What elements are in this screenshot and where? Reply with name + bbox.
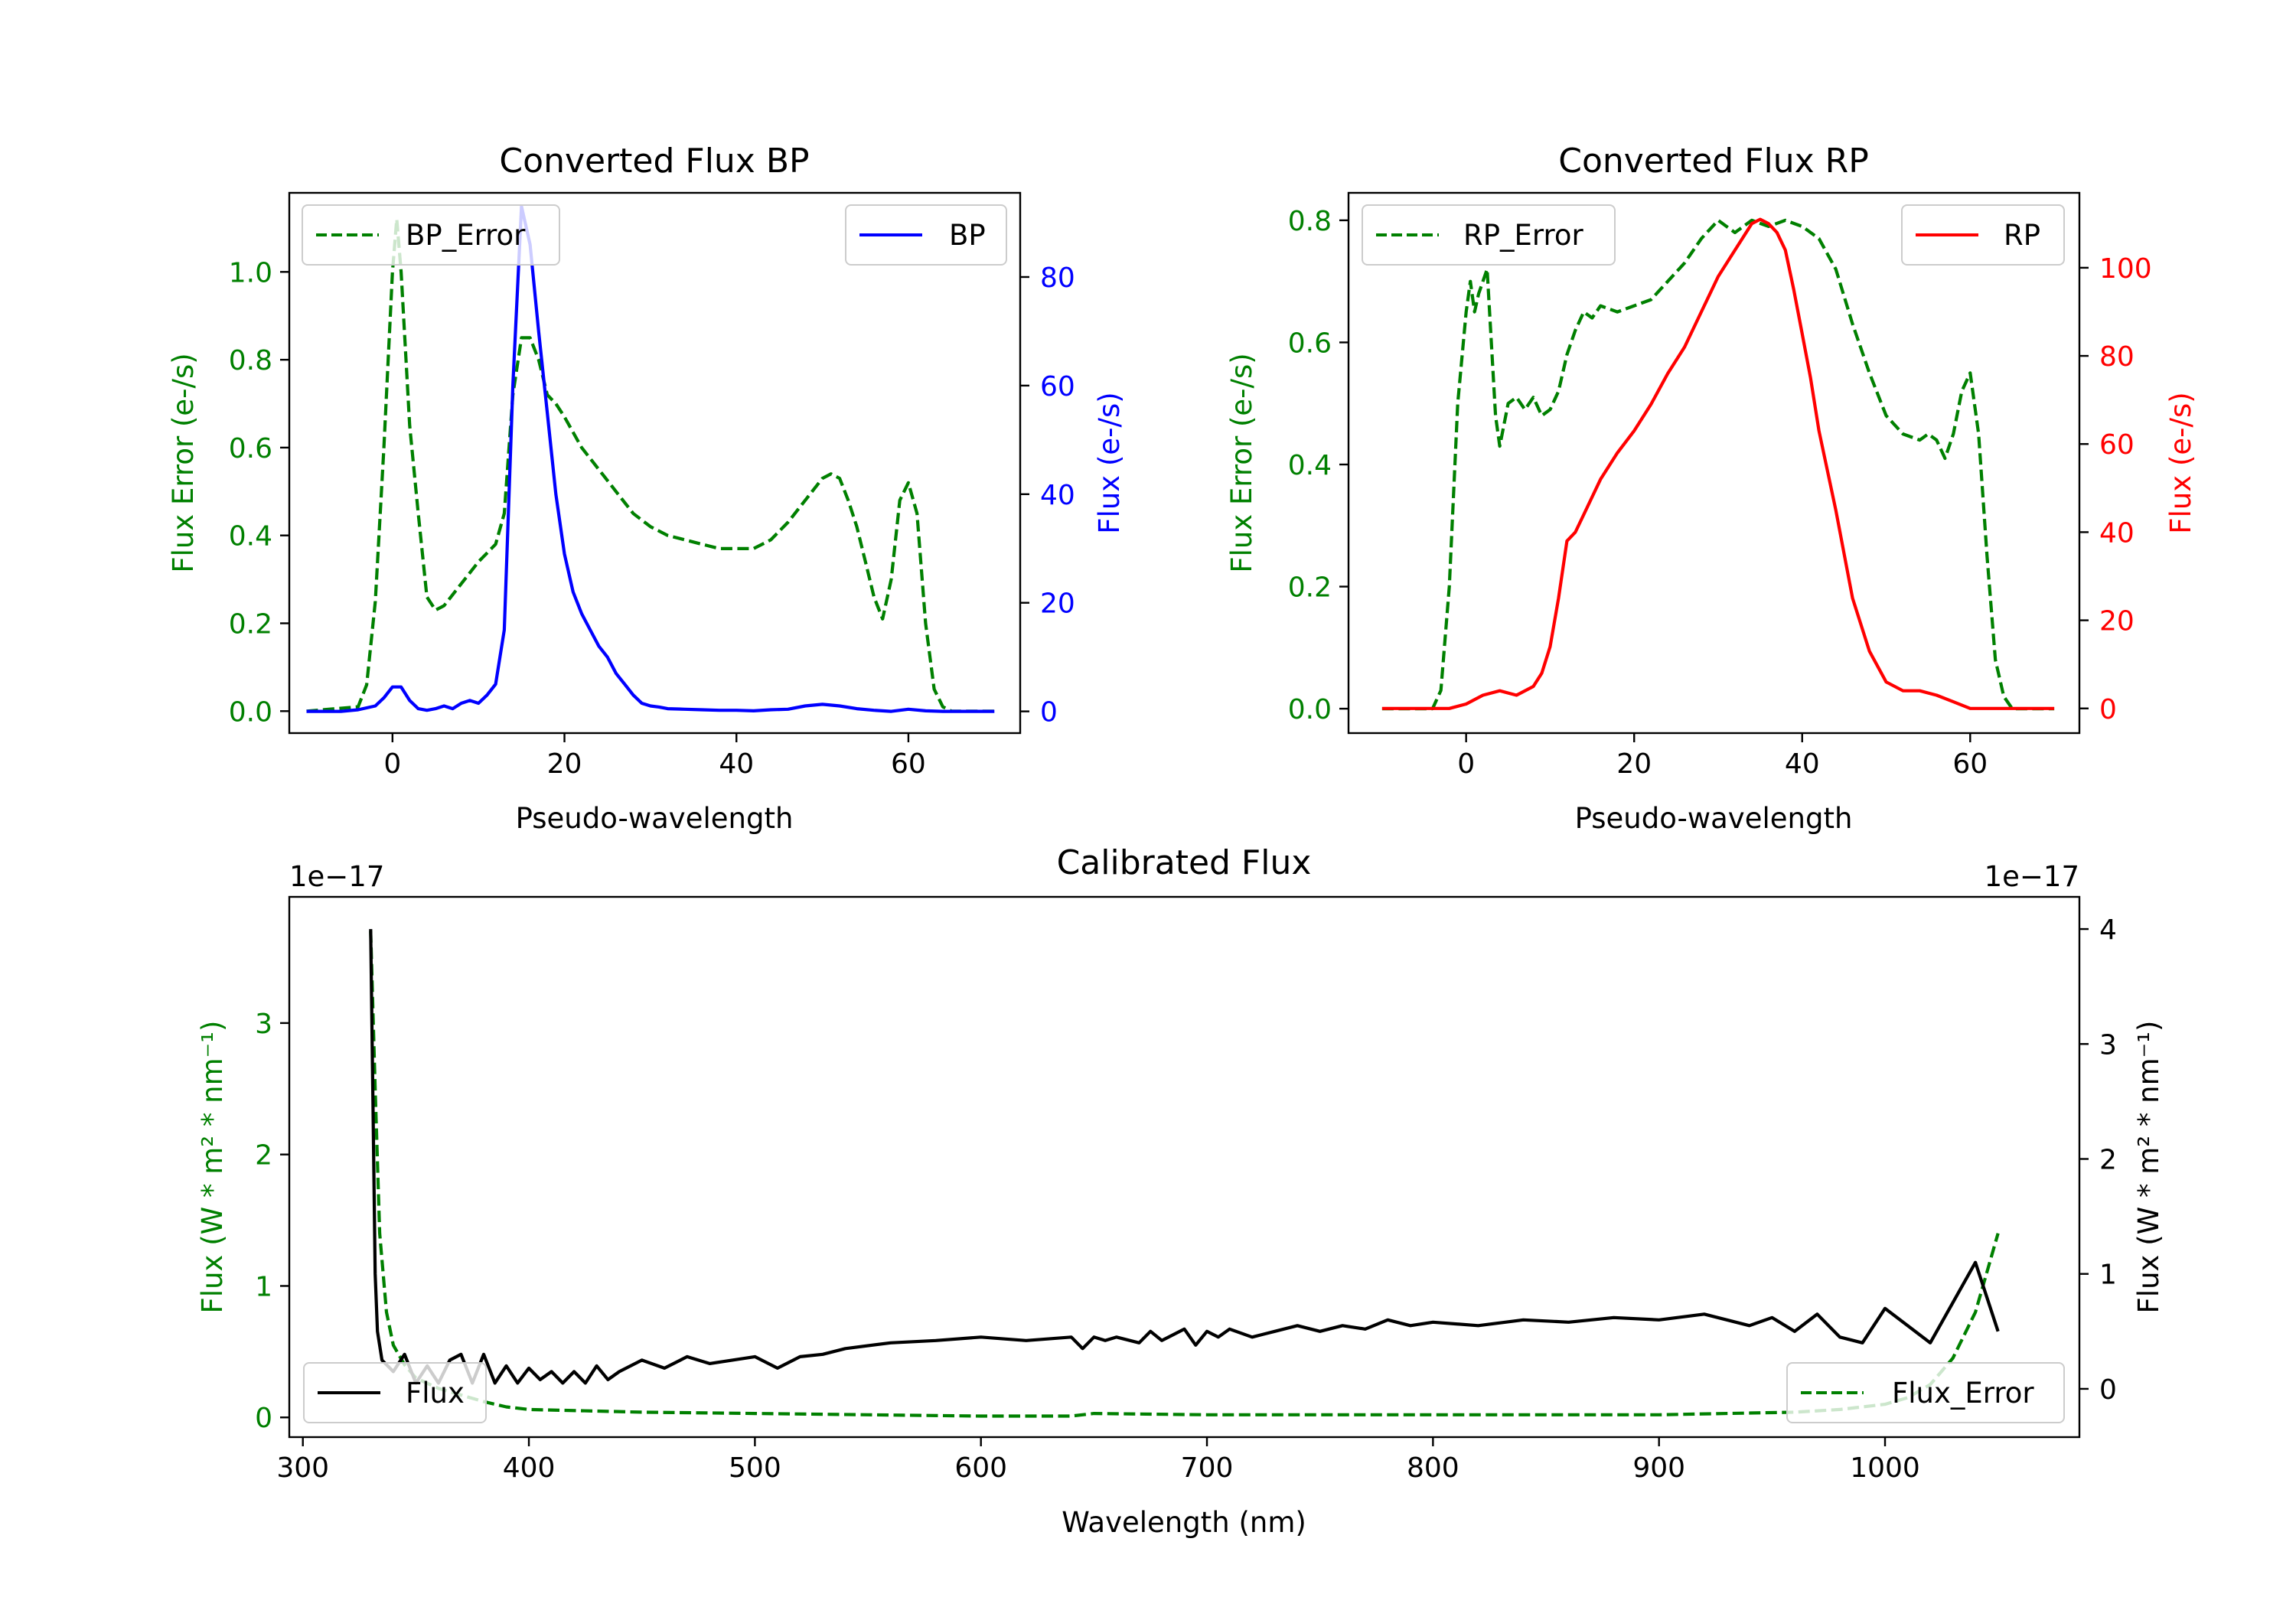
rp-series-rp-error-line [1381,218,2055,711]
bp-ytick-right-label: 80 [1040,262,1075,294]
calibrated-xtick-label: 800 [1407,1452,1459,1484]
bp-ytick-left-label: 0.0 [229,696,272,728]
rp-title: Converted Flux RP [1558,142,1869,181]
bp-series-bp-line [306,204,995,713]
rp-legend-right-box [1901,204,2065,266]
bp-plot-frame [288,191,1022,735]
rp-ytick-left-label: 0.8 [1288,206,1332,237]
calibrated-legend-flux-label: Flux [406,1377,465,1410]
calibrated-xtick-label: 400 [503,1452,556,1484]
bp-series-layer [306,204,995,713]
calibrated-offset-left: 1e−17 [289,860,384,893]
rp-xtick-label: 60 [1952,748,1988,780]
rp-plot-frame [1347,191,2081,735]
bp-ytick-right-label: 20 [1040,588,1075,620]
bp-ylabel-right: Flux (e-/s) [1093,392,1126,533]
calibrated-xlabel: Wavelength (nm) [1062,1506,1306,1539]
calibrated-ytick-left-label: 0 [255,1403,272,1434]
calibrated-ylabel-left: Flux (W * m² * nm⁻¹) [196,1021,229,1314]
calibrated-series-flux-error-line [369,931,2000,1418]
bp-ytick-right-label: 40 [1040,480,1075,511]
rp-legend-rp-label: RP [2004,219,2040,252]
rp-ytick-left-label: 0.4 [1288,450,1332,481]
panel-rp: 0 20 40 60 0.0 0.2 0.4 0.6 0.8 0 20 40 60 80 100 Conve… [1225,142,2197,835]
calibrated-ticks: 300 400 500 600 700 800 900 1000 0 1 2 3 0 1 2 3 4 [255,914,2117,1484]
rp-series-layer [1381,217,2055,711]
bp-xtick-label: 0 [383,748,401,780]
bp-xlabel: Pseudo-wavelength [516,802,794,835]
calibrated-series-flux-line [369,929,2000,1385]
bp-ytick-left-label: 0.6 [229,433,272,464]
calibrated-xtick-label: 600 [954,1452,1007,1484]
bp-legend-bp-label: BP [949,219,986,252]
calibrated-ytick-right-label: 4 [2099,914,2117,946]
bp-ytick-left-label: 0.4 [229,521,272,553]
rp-legend-error-label: RP_Error [1463,219,1583,252]
rp-ytick-left-label: 0.0 [1288,694,1332,725]
calibrated-ytick-right-label: 3 [2099,1029,2117,1061]
calibrated-xtick-label: 900 [1632,1452,1685,1484]
bp-legend-right-box [845,204,1007,266]
calibrated-offset-right: 1e−17 [1985,860,2079,893]
rp-ytick-right-label: 60 [2099,429,2135,461]
bp-title: Converted Flux BP [499,142,809,181]
bp-legend-left-box [302,204,560,266]
calibrated-legend-left: Flux [303,1362,487,1423]
calibrated-xtick-label: 1000 [1850,1452,1920,1484]
rp-legend-left: RP_Error [1362,204,1616,266]
calibrated-ytick-left-label: 3 [255,1009,272,1040]
bp-ticks: 0 20 40 60 0.0 0.2 0.4 0.6 0.8 1.0 0 20 40 60 80 [229,257,1075,780]
bp-ytick-left-label: 1.0 [229,257,272,288]
calibrated-xtick-label: 700 [1181,1452,1234,1484]
calibrated-legend-right: Flux_Error [1786,1362,2065,1423]
bp-legend-right: BP [845,204,1007,266]
calibrated-ylabel-right: Flux (W * m² * nm⁻¹) [2132,1021,2165,1314]
calibrated-legend-error-label: Flux_Error [1892,1377,2034,1410]
rp-legend-right: RP [1901,204,2065,266]
bp-series-bp-error-line [306,217,995,713]
rp-ytick-right-label: 40 [2099,517,2135,549]
bp-ytick-left-label: 0.8 [229,345,272,376]
calibrated-ytick-right-label: 0 [2099,1374,2117,1406]
calibrated-plot-frame [288,895,2081,1439]
calibrated-xtick-label: 500 [729,1452,781,1484]
calibrated-legend-left-box [303,1362,487,1423]
rp-ytick-left-label: 0.6 [1288,328,1332,359]
rp-ytick-right-label: 100 [2099,253,2152,285]
bp-ytick-right-label: 60 [1040,371,1075,403]
rp-series-rp-line [1381,217,2055,710]
calibrated-legend-right-box [1786,1362,2065,1423]
calibrated-ytick-right-label: 1 [2099,1260,2117,1291]
bp-xtick-label: 40 [719,748,754,780]
calibrated-ytick-left-label: 1 [255,1271,272,1302]
bp-legend-error-label: BP_Error [406,219,526,252]
rp-ytick-left-label: 0.2 [1288,572,1332,604]
rp-xlabel: Pseudo-wavelength [1575,802,1853,835]
calibrated-ytick-left-label: 2 [255,1140,272,1172]
bp-ylabel-left: Flux Error (e-/s) [167,353,200,572]
rp-ticks: 0 20 40 60 0.0 0.2 0.4 0.6 0.8 0 20 40 60 80 100 [1288,206,2152,780]
calibrated-xtick-label: 300 [276,1452,329,1484]
bp-xtick-label: 20 [547,748,582,780]
bp-legend-left: BP_Error [302,204,560,266]
bp-xtick-label: 60 [891,748,926,780]
panel-calibrated: 300 400 500 600 700 800 900 1000 0 1 2 3 0 1 2 3 4 Calib… [196,843,2165,1539]
rp-legend-left-box [1362,204,1616,266]
calibrated-ytick-right-label: 2 [2099,1144,2117,1175]
rp-xtick-label: 0 [1457,748,1475,780]
rp-ylabel-right: Flux (e-/s) [2164,392,2197,533]
rp-xtick-label: 40 [1785,748,1820,780]
rp-ylabel-left: Flux Error (e-/s) [1225,353,1258,572]
bp-ytick-right-label: 0 [1040,697,1058,729]
rp-xtick-label: 20 [1616,748,1652,780]
calibrated-series-layer [369,929,2000,1418]
rp-ytick-right-label: 20 [2099,606,2135,637]
rp-ytick-right-label: 0 [2099,694,2117,725]
bp-ytick-left-label: 0.2 [229,609,272,641]
panel-bp: 0 20 40 60 0.0 0.2 0.4 0.6 0.8 1.0 0 20 40 60 80 Conve… [167,142,1126,835]
calibrated-title: Calibrated Flux [1057,843,1312,882]
rp-ytick-right-label: 80 [2099,341,2135,373]
